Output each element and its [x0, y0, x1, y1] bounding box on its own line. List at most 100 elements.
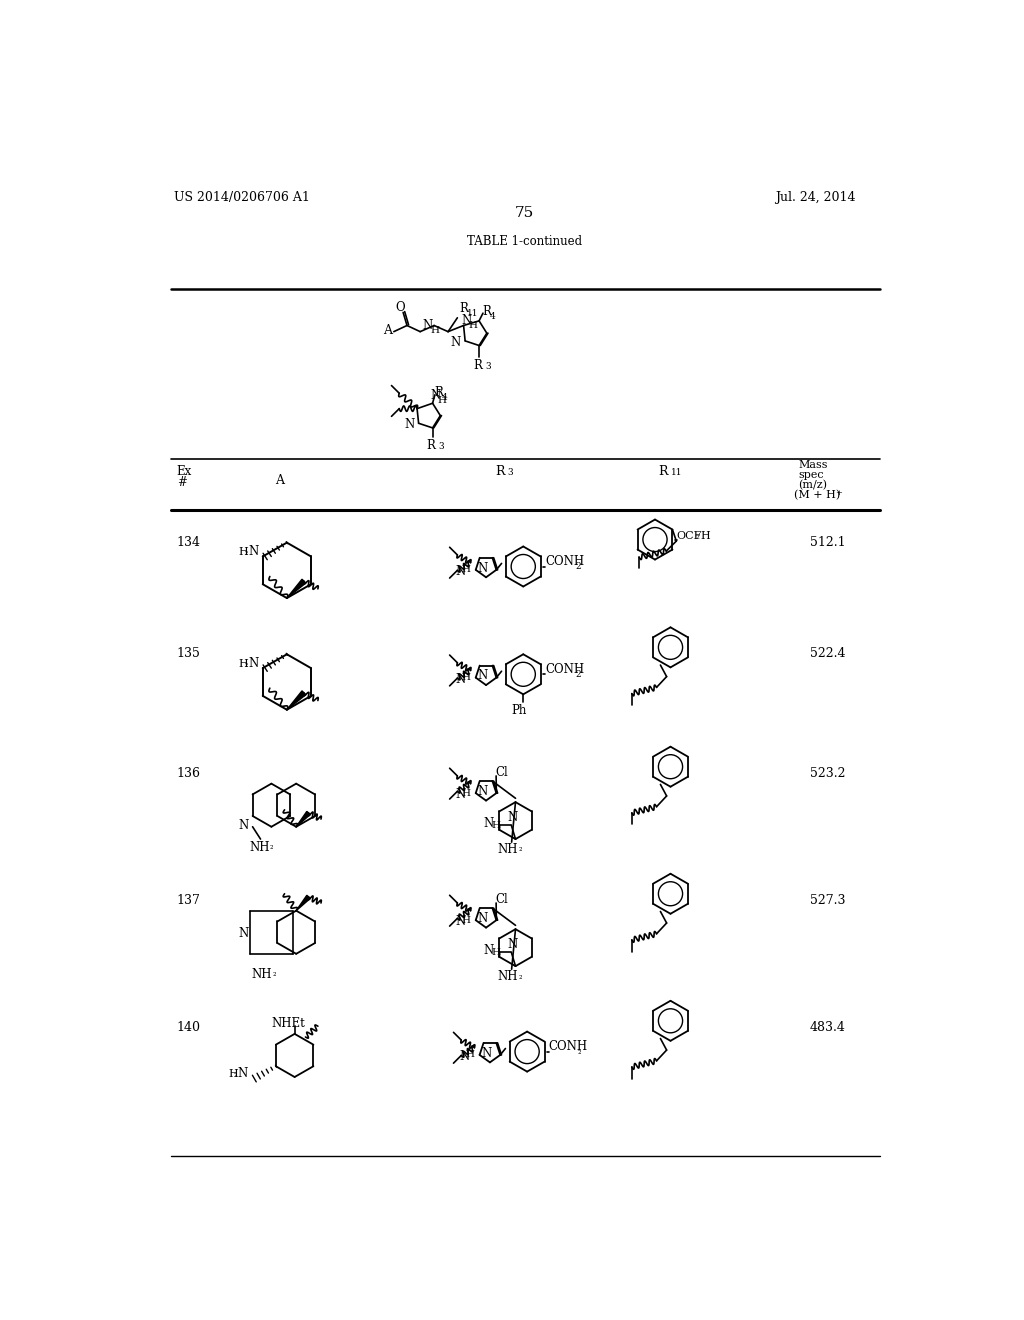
Text: ₂: ₂ [272, 969, 275, 978]
Text: 3: 3 [438, 442, 444, 450]
Text: R: R [459, 302, 468, 315]
Text: 75: 75 [515, 206, 535, 220]
Text: (M + H): (M + H) [795, 490, 841, 500]
Text: H: H [468, 321, 477, 330]
Text: H: H [466, 1051, 475, 1060]
Text: 2: 2 [575, 562, 581, 572]
Text: N: N [481, 1047, 492, 1060]
Text: CONH: CONH [545, 556, 584, 569]
Text: R: R [496, 465, 505, 478]
Text: ₂: ₂ [245, 661, 248, 669]
Text: N: N [459, 1049, 469, 1063]
Text: N: N [483, 944, 494, 957]
Text: N: N [478, 669, 488, 682]
Text: N: N [478, 785, 488, 797]
Text: NH: NH [498, 970, 518, 983]
Text: N: N [239, 818, 249, 832]
Text: N: N [508, 939, 518, 952]
Text: R: R [427, 438, 435, 451]
Text: 134: 134 [177, 536, 201, 549]
Text: 483.4: 483.4 [810, 1020, 846, 1034]
Text: N: N [455, 673, 465, 685]
Text: CONH: CONH [549, 1040, 588, 1053]
Text: N: N [462, 314, 472, 327]
Text: N: N [455, 788, 465, 801]
Text: N: N [423, 319, 433, 333]
Text: ₂: ₂ [233, 1072, 237, 1080]
Text: H: H [462, 565, 471, 574]
Text: A: A [383, 323, 392, 337]
Text: N: N [404, 418, 415, 432]
Text: 135: 135 [177, 647, 201, 660]
Text: N: N [483, 817, 494, 830]
Polygon shape [296, 812, 310, 826]
Text: ₂: ₂ [270, 842, 273, 851]
Text: H: H [492, 821, 501, 830]
Text: OCF: OCF [676, 532, 701, 541]
Text: N: N [239, 927, 249, 940]
Text: ₂: ₂ [245, 549, 248, 557]
Text: N: N [238, 1068, 248, 1081]
Text: 2: 2 [575, 669, 581, 678]
Text: +: + [836, 488, 843, 496]
Polygon shape [287, 690, 306, 710]
Text: H: H [430, 326, 439, 334]
Text: N: N [478, 561, 488, 574]
Text: spec: spec [799, 470, 824, 480]
Text: N: N [478, 912, 488, 925]
Text: Cl: Cl [496, 767, 508, 779]
Text: CONH: CONH [545, 663, 584, 676]
Text: R: R [434, 385, 443, 399]
Text: N: N [455, 565, 465, 578]
Text: H: H [437, 396, 446, 405]
Text: 522.4: 522.4 [810, 647, 846, 660]
Text: H: H [462, 788, 471, 797]
Text: NHEt: NHEt [271, 1016, 305, 1030]
Text: US 2014/0206706 A1: US 2014/0206706 A1 [174, 190, 310, 203]
Text: ₂: ₂ [578, 1047, 582, 1056]
Text: TABLE 1-continued: TABLE 1-continued [467, 235, 583, 248]
Text: NH: NH [250, 841, 270, 854]
Text: 512.1: 512.1 [810, 536, 846, 549]
Text: H: H [462, 673, 471, 682]
Text: 4: 4 [489, 312, 496, 321]
Text: N: N [508, 810, 518, 824]
Text: 4: 4 [442, 392, 447, 401]
Text: 140: 140 [177, 1020, 201, 1034]
Text: Mass: Mass [799, 461, 827, 470]
Text: H: H [700, 532, 710, 541]
Text: H: H [462, 916, 471, 925]
Text: Cl: Cl [496, 894, 508, 907]
Text: 3: 3 [485, 363, 490, 371]
Text: O: O [395, 301, 404, 314]
Text: (m/z): (m/z) [799, 480, 827, 491]
Text: H: H [228, 1069, 238, 1078]
Text: 523.2: 523.2 [810, 767, 846, 780]
Text: N: N [451, 335, 461, 348]
Text: 3: 3 [508, 469, 513, 477]
Text: N: N [430, 389, 440, 403]
Text: 137: 137 [177, 894, 201, 907]
Text: Ph: Ph [512, 704, 527, 717]
Text: NH: NH [252, 968, 272, 981]
Text: H: H [239, 659, 249, 668]
Text: H: H [492, 948, 501, 957]
Text: Ex: Ex [177, 465, 193, 478]
Text: 11: 11 [671, 469, 682, 477]
Text: 11: 11 [467, 309, 478, 318]
Text: N: N [455, 915, 465, 928]
Text: 136: 136 [177, 767, 201, 780]
Text: N: N [248, 545, 258, 558]
Text: ₂: ₂ [518, 845, 522, 854]
Text: R: R [658, 465, 668, 478]
Text: #: # [177, 475, 186, 488]
Text: R: R [473, 359, 482, 372]
Text: NH: NH [498, 843, 518, 855]
Polygon shape [287, 579, 306, 598]
Text: N: N [248, 657, 258, 671]
Polygon shape [296, 895, 310, 911]
Text: Jul. 24, 2014: Jul. 24, 2014 [775, 190, 856, 203]
Text: ₂: ₂ [695, 532, 699, 541]
Text: H: H [239, 546, 249, 557]
Text: R: R [482, 305, 492, 318]
